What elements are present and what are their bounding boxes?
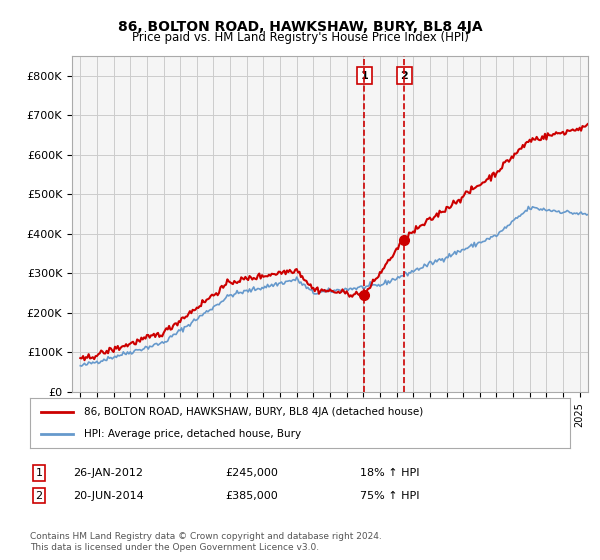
Text: £245,000: £245,000: [226, 468, 278, 478]
Text: 1: 1: [35, 468, 43, 478]
Text: 86, BOLTON ROAD, HAWKSHAW, BURY, BL8 4JA: 86, BOLTON ROAD, HAWKSHAW, BURY, BL8 4JA: [118, 20, 482, 34]
Text: 26-JAN-2012: 26-JAN-2012: [73, 468, 143, 478]
Text: £385,000: £385,000: [226, 491, 278, 501]
Text: Price paid vs. HM Land Registry's House Price Index (HPI): Price paid vs. HM Land Registry's House …: [131, 31, 469, 44]
Text: HPI: Average price, detached house, Bury: HPI: Average price, detached house, Bury: [84, 429, 301, 439]
Text: 20-JUN-2014: 20-JUN-2014: [73, 491, 143, 501]
Text: 2: 2: [35, 491, 43, 501]
Text: 2: 2: [401, 71, 408, 81]
Text: 86, BOLTON ROAD, HAWKSHAW, BURY, BL8 4JA (detached house): 86, BOLTON ROAD, HAWKSHAW, BURY, BL8 4JA…: [84, 407, 423, 417]
Text: 18% ↑ HPI: 18% ↑ HPI: [360, 468, 420, 478]
Text: Contains HM Land Registry data © Crown copyright and database right 2024.
This d: Contains HM Land Registry data © Crown c…: [30, 532, 382, 552]
Text: 75% ↑ HPI: 75% ↑ HPI: [360, 491, 420, 501]
Text: 1: 1: [361, 71, 368, 81]
